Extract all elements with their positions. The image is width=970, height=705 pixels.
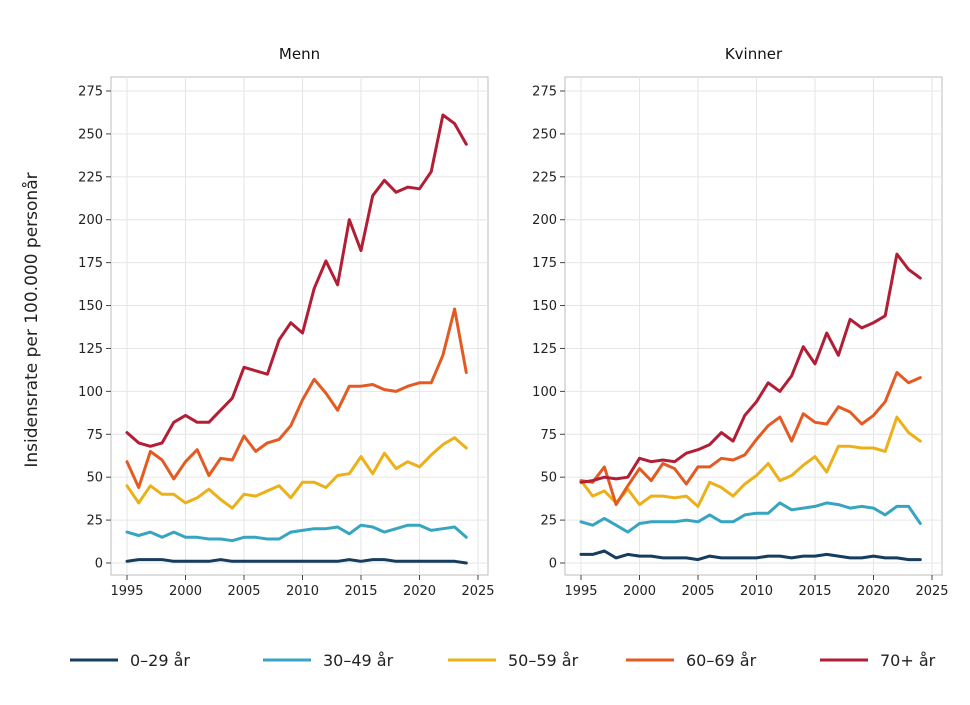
y-tick-label: 200 [78, 213, 103, 228]
series-line [125, 436, 468, 510]
series-line [579, 252, 922, 484]
series-line [125, 113, 468, 448]
y-axis-label: Insidensrate per 100.000 personår [21, 172, 42, 467]
y-tick-label: 225 [78, 170, 103, 185]
x-tick-label: 2015 [798, 584, 831, 599]
series-line [579, 549, 922, 562]
legend-label: 70+ år [880, 651, 936, 670]
x-tick-label: 2010 [740, 584, 773, 599]
series-line [579, 415, 922, 508]
y-tick-label: 0 [549, 557, 557, 572]
y-tick-label: 125 [532, 342, 557, 357]
y-tick-label: 0 [95, 557, 103, 572]
legend-label: 60–69 år [686, 651, 757, 670]
x-tick-label: 2000 [169, 584, 202, 599]
legend-label: 0–29 år [130, 651, 190, 670]
y-tick-label: 25 [86, 514, 103, 529]
series-line [125, 523, 468, 543]
panel-title: Menn [279, 45, 320, 63]
legend-label: 30–49 år [323, 651, 394, 670]
y-tick-label: 75 [540, 428, 557, 443]
y-tick-label: 150 [532, 299, 557, 314]
x-tick-label: 2015 [344, 584, 377, 599]
panel-title: Kvinner [725, 45, 783, 63]
y-tick-label: 175 [78, 256, 103, 271]
y-tick-label: 125 [78, 342, 103, 357]
x-tick-label: 2020 [857, 584, 890, 599]
x-tick-label: 1995 [564, 584, 597, 599]
y-tick-label: 100 [78, 385, 103, 400]
x-tick-label: 2020 [403, 584, 436, 599]
y-tick-label: 25 [540, 514, 557, 529]
x-tick-label: 2025 [915, 584, 948, 599]
x-tick-label: 2005 [681, 584, 714, 599]
x-tick-label: 2010 [286, 584, 319, 599]
series-line [125, 307, 468, 489]
y-tick-label: 250 [78, 127, 103, 142]
legend-label: 50–59 år [508, 651, 579, 670]
x-tick-label: 2005 [227, 584, 260, 599]
y-tick-label: 75 [86, 428, 103, 443]
y-tick-label: 175 [532, 256, 557, 271]
y-tick-label: 275 [78, 85, 103, 100]
x-tick-label: 2000 [623, 584, 656, 599]
series-line [125, 558, 468, 565]
y-tick-label: 50 [86, 471, 103, 486]
y-tick-label: 100 [532, 385, 557, 400]
y-tick-label: 150 [78, 299, 103, 314]
x-tick-label: 2025 [461, 584, 494, 599]
y-tick-label: 225 [532, 170, 557, 185]
y-tick-label: 200 [532, 213, 557, 228]
series-line [579, 501, 922, 534]
plot-frame [564, 76, 943, 576]
x-tick-label: 1995 [110, 584, 143, 599]
y-tick-label: 275 [532, 85, 557, 100]
y-tick-label: 50 [540, 471, 557, 486]
y-tick-label: 250 [532, 127, 557, 142]
plot-frame [110, 76, 489, 576]
series-line [579, 371, 922, 507]
